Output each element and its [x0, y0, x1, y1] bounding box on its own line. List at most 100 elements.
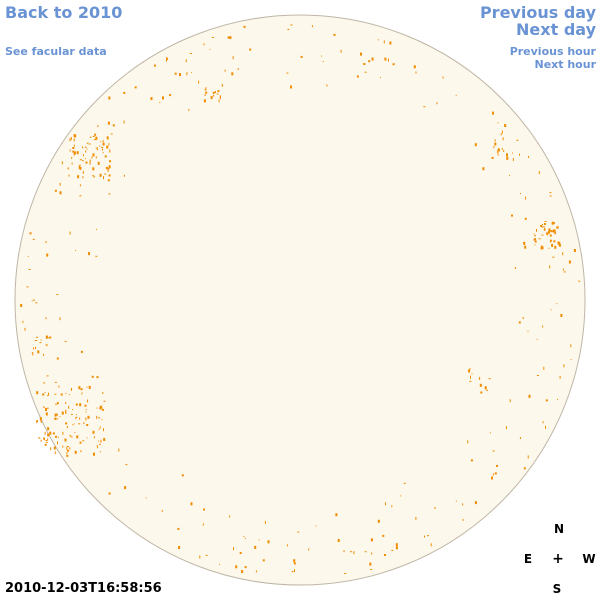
facula-speck	[442, 76, 444, 79]
facula-speck	[552, 230, 555, 232]
facula-speck	[434, 507, 436, 509]
facula-speck	[98, 417, 101, 419]
facula-speck	[497, 151, 499, 154]
facula-speck	[96, 228, 97, 230]
facula-speck	[550, 309, 552, 311]
facula-speck	[291, 571, 294, 573]
facula-speck	[554, 229, 556, 233]
facula-speck	[350, 551, 353, 553]
facula-speck	[101, 419, 103, 421]
facula-speck	[527, 330, 529, 332]
facula-speck	[198, 80, 200, 84]
facula-speck	[112, 124, 115, 127]
facula-speck	[388, 58, 389, 62]
facula-speck	[534, 238, 537, 241]
facula-speck	[80, 450, 82, 453]
previous-hour-link[interactable]: Previous hour	[509, 45, 596, 58]
facula-speck	[377, 39, 379, 41]
facula-speck	[217, 90, 220, 93]
facula-speck	[96, 147, 98, 151]
see-facular-data-link[interactable]: See facular data	[5, 45, 107, 58]
facula-speck	[69, 150, 71, 152]
facula-speck	[54, 381, 57, 383]
facula-speck	[262, 559, 265, 562]
facula-speck	[36, 336, 38, 338]
facula-speck	[540, 224, 543, 227]
facula-speck	[232, 56, 234, 60]
facula-speck	[215, 91, 216, 93]
facula-speck	[85, 158, 87, 160]
facula-speck	[322, 61, 324, 62]
facula-speck	[92, 153, 95, 157]
facula-speck	[542, 421, 544, 424]
facula-speck	[76, 151, 79, 155]
facula-speck	[61, 161, 63, 165]
facula-speck	[124, 486, 127, 490]
facula-speck	[38, 437, 41, 439]
facula-speck	[79, 417, 81, 420]
facula-speck	[54, 413, 57, 417]
previous-day-link[interactable]: Previous day	[479, 3, 596, 22]
facula-speck	[45, 241, 47, 244]
facula-speck	[560, 314, 563, 317]
facula-speck	[46, 253, 49, 257]
next-day-link[interactable]: Next day	[516, 20, 596, 39]
facula-speck	[290, 24, 293, 26]
facula-speck	[75, 250, 77, 252]
facula-speck	[108, 174, 111, 177]
facula-speck	[103, 428, 104, 432]
facula-speck	[455, 500, 457, 502]
facula-speck	[67, 167, 69, 169]
facula-speck	[79, 159, 82, 161]
next-hour-link[interactable]: Next hour	[534, 58, 597, 71]
facula-speck	[73, 151, 76, 155]
facula-speck	[42, 393, 45, 396]
facula-speck	[549, 265, 551, 269]
facula-speck	[69, 138, 71, 142]
facula-speck	[360, 52, 362, 56]
facula-speck	[106, 145, 109, 149]
facula-speck	[403, 482, 406, 484]
facula-speck	[368, 60, 371, 63]
facula-speck	[92, 135, 95, 137]
facula-speck	[85, 417, 87, 421]
facula-speck	[46, 345, 48, 347]
facula-speck	[81, 160, 84, 162]
facula-speck	[536, 375, 539, 376]
facula-speck	[512, 152, 513, 154]
facula-speck	[544, 221, 547, 222]
facula-speck	[49, 431, 52, 435]
facula-speck	[96, 415, 98, 419]
facula-speck	[563, 271, 566, 273]
facula-speck	[264, 520, 266, 524]
facula-speck	[57, 441, 58, 445]
facula-speck	[100, 451, 102, 453]
facula-speck	[71, 156, 73, 159]
facula-speck	[102, 140, 104, 143]
facula-speck	[186, 72, 188, 76]
facula-speck	[45, 317, 47, 320]
facula-speck	[371, 57, 374, 61]
facula-speck	[514, 267, 516, 269]
facula-speck	[108, 193, 111, 195]
facula-speck	[35, 302, 38, 304]
facula-speck	[99, 426, 101, 429]
facula-speck	[85, 409, 87, 410]
facula-speck	[95, 156, 97, 159]
facula-speck	[221, 83, 223, 87]
facula-speck	[519, 437, 521, 439]
back-to-year-link[interactable]: Back to 2010	[5, 3, 123, 22]
facula-speck	[504, 124, 507, 127]
facula-speck	[321, 55, 322, 57]
facula-speck	[95, 255, 98, 257]
facula-speck	[110, 133, 113, 135]
facula-speck	[436, 102, 438, 105]
facula-speck	[162, 96, 164, 100]
facula-speck	[32, 352, 34, 356]
facula-speck	[37, 420, 39, 422]
facula-speck	[543, 366, 545, 370]
facula-speck	[235, 565, 238, 569]
facula-speck	[73, 138, 75, 142]
facula-speck	[311, 25, 313, 28]
facula-speck	[96, 445, 98, 449]
